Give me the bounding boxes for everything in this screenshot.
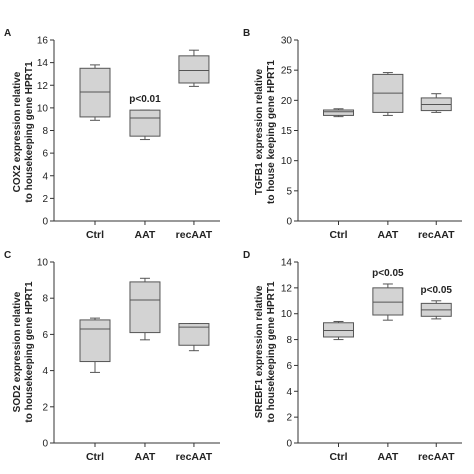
chart-panel-a: A COX2 expression relativeto housekeeping… — [4, 28, 220, 241]
x-category-label: recAAT — [418, 451, 455, 463]
x-category-label: AAT — [377, 451, 398, 463]
y-axis-label-line-1: COX2 expression relative — [12, 71, 23, 192]
y-tick-label: 4 — [286, 387, 292, 398]
x-category-label: recAAT — [176, 229, 213, 241]
chart-panel-d: D SREBF1 expression relativeto housekeepi… — [243, 250, 462, 463]
panel-letter: B — [243, 28, 250, 39]
y-axis-label-line-1: SOD2 expression relative — [12, 291, 23, 412]
y-tick-label: 8 — [286, 335, 292, 346]
y-tick-label: 30 — [281, 36, 293, 47]
y-tick-label: 6 — [42, 149, 48, 160]
y-tick-label: 0 — [42, 439, 48, 450]
y-axis-label: TGFB1 expression relativeto house keepin… — [254, 60, 277, 204]
y-axis-label-line-1: TGFB1 expression relative — [254, 68, 265, 195]
y-axis-label-line-1: SREBF1 expression relative — [254, 285, 265, 418]
y-tick-label: 8 — [42, 126, 48, 137]
y-tick-label: 5 — [286, 186, 292, 197]
x-category-label: recAAT — [418, 229, 455, 241]
panel-letter: C — [4, 250, 11, 261]
y-tick-label: 10 — [37, 258, 49, 269]
significance-annotation: p<0.01 — [129, 94, 161, 105]
x-category-label: Ctrl — [329, 451, 347, 463]
y-axis-label: COX2 expression relativeto housekeeping … — [12, 61, 35, 203]
box-aat — [129, 109, 161, 137]
y-axis-label-line-2: to housekeeping gene HPRT1 — [266, 281, 277, 423]
y-tick-label: 14 — [281, 258, 293, 269]
y-axis-label: SOD2 expression relativeto housekeeping … — [12, 281, 35, 423]
y-axis-label: SREBF1 expression relativeto housekeepin… — [254, 281, 277, 423]
y-tick-label: 12 — [37, 81, 49, 92]
y-tick-label: 16 — [37, 36, 49, 47]
box-ctrl — [323, 109, 355, 116]
box-recaat — [178, 55, 210, 84]
x-category-label: AAT — [377, 229, 398, 241]
box-aat — [372, 287, 404, 316]
y-tick-label: 8 — [42, 294, 48, 305]
y-tick-label: 10 — [281, 156, 293, 167]
y-axis-label-line-2: to housekeeping gene HPRT1 — [24, 281, 35, 423]
y-tick-label: 6 — [42, 330, 48, 341]
y-tick-label: 2 — [286, 413, 292, 424]
y-tick-label: 4 — [42, 171, 48, 182]
x-category-label: AAT — [135, 451, 156, 463]
x-category-label: AAT — [135, 229, 156, 241]
x-category-label: recAAT — [176, 451, 213, 463]
box-ctrl — [79, 319, 111, 363]
box-ctrl — [323, 322, 355, 338]
y-tick-label: 14 — [37, 58, 49, 69]
y-tick-label: 25 — [281, 66, 293, 77]
box-aat — [129, 281, 161, 334]
y-tick-label: 15 — [281, 126, 293, 137]
y-tick-label: 2 — [42, 194, 48, 205]
box-ctrl — [79, 67, 111, 118]
y-tick-label: 0 — [286, 217, 292, 228]
y-tick-label: 20 — [281, 96, 293, 107]
x-category-label: Ctrl — [329, 229, 347, 241]
chart-panel-b: B TGFB1 expression relativeto house keepi… — [243, 28, 462, 241]
chart-panel-c: C SOD2 expression relativeto housekeeping… — [4, 250, 220, 463]
panel-letter: A — [4, 28, 11, 39]
y-tick-label: 0 — [286, 439, 292, 450]
y-tick-label: 10 — [37, 103, 49, 114]
y-tick-label: 2 — [42, 402, 48, 413]
significance-annotation: p<0.05 — [372, 268, 404, 279]
x-category-label: Ctrl — [86, 451, 104, 463]
y-tick-label: 10 — [281, 309, 293, 320]
y-tick-label: 4 — [42, 366, 48, 377]
y-axis-label-line-2: to house keeping gene HPRT1 — [266, 60, 277, 204]
y-tick-label: 12 — [281, 283, 293, 294]
significance-annotation: p<0.05 — [421, 285, 453, 296]
x-category-label: Ctrl — [86, 229, 104, 241]
box-recaat — [178, 323, 210, 346]
y-axis-label-line-2: to housekeeping gene HPRT1 — [24, 61, 35, 203]
y-tick-label: 0 — [42, 217, 48, 228]
panel-letter: D — [243, 250, 250, 261]
y-tick-label: 6 — [286, 361, 292, 372]
